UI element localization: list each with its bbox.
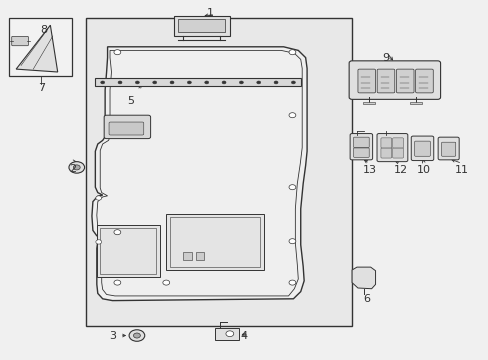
Circle shape	[170, 81, 174, 84]
Circle shape	[288, 239, 295, 244]
Circle shape	[135, 81, 139, 84]
FancyBboxPatch shape	[410, 136, 433, 161]
Bar	[85, 18, 351, 326]
Circle shape	[114, 230, 121, 235]
Circle shape	[187, 81, 191, 84]
Text: 13: 13	[362, 165, 376, 175]
Circle shape	[288, 50, 295, 55]
Circle shape	[118, 81, 122, 84]
Polygon shape	[92, 47, 306, 301]
FancyBboxPatch shape	[380, 148, 391, 158]
Text: 1: 1	[206, 8, 213, 18]
Bar	[170, 217, 260, 267]
FancyBboxPatch shape	[415, 69, 432, 93]
Circle shape	[133, 333, 140, 338]
Circle shape	[204, 81, 208, 84]
Text: 5: 5	[127, 96, 134, 106]
Circle shape	[96, 196, 102, 200]
FancyBboxPatch shape	[353, 148, 368, 157]
Circle shape	[73, 165, 80, 170]
FancyBboxPatch shape	[353, 137, 368, 148]
FancyBboxPatch shape	[104, 115, 150, 139]
Bar	[178, 19, 224, 32]
Text: 7: 7	[38, 83, 45, 93]
Bar	[183, 252, 192, 260]
Bar	[9, 18, 72, 76]
FancyBboxPatch shape	[349, 134, 372, 160]
Circle shape	[225, 331, 233, 337]
Circle shape	[129, 330, 144, 341]
Text: 9: 9	[382, 53, 389, 63]
Text: 12: 12	[393, 165, 407, 175]
Bar	[97, 225, 160, 277]
Bar	[195, 252, 204, 260]
Circle shape	[288, 113, 295, 118]
Polygon shape	[16, 25, 58, 72]
Bar	[100, 228, 156, 274]
Circle shape	[114, 280, 121, 285]
FancyBboxPatch shape	[437, 137, 458, 160]
Bar	[409, 102, 421, 104]
FancyBboxPatch shape	[376, 69, 394, 93]
Circle shape	[101, 81, 104, 84]
FancyBboxPatch shape	[109, 122, 143, 135]
Circle shape	[291, 81, 295, 84]
Circle shape	[239, 81, 243, 84]
Bar	[95, 78, 300, 86]
Bar	[215, 328, 238, 340]
FancyBboxPatch shape	[376, 134, 407, 162]
Circle shape	[96, 240, 102, 244]
Bar	[173, 16, 229, 36]
FancyBboxPatch shape	[12, 36, 28, 46]
Bar	[166, 214, 264, 270]
Text: 10: 10	[416, 165, 430, 175]
FancyBboxPatch shape	[348, 61, 440, 99]
Text: 3: 3	[109, 330, 116, 341]
Circle shape	[163, 280, 169, 285]
Circle shape	[288, 280, 295, 285]
Bar	[363, 102, 374, 104]
Polygon shape	[351, 267, 375, 289]
Circle shape	[114, 50, 121, 55]
FancyBboxPatch shape	[392, 148, 403, 158]
FancyBboxPatch shape	[414, 141, 429, 156]
FancyBboxPatch shape	[357, 69, 375, 93]
Circle shape	[69, 162, 84, 173]
Circle shape	[288, 185, 295, 190]
Text: 11: 11	[454, 165, 468, 175]
FancyBboxPatch shape	[380, 138, 391, 148]
Circle shape	[152, 81, 156, 84]
FancyBboxPatch shape	[441, 142, 455, 156]
Text: 4: 4	[241, 330, 247, 341]
Circle shape	[222, 81, 225, 84]
Text: 2: 2	[69, 164, 76, 174]
Text: 6: 6	[363, 294, 369, 304]
FancyBboxPatch shape	[396, 69, 413, 93]
FancyBboxPatch shape	[392, 138, 403, 148]
Circle shape	[274, 81, 278, 84]
Text: 8: 8	[41, 24, 47, 35]
Circle shape	[256, 81, 260, 84]
